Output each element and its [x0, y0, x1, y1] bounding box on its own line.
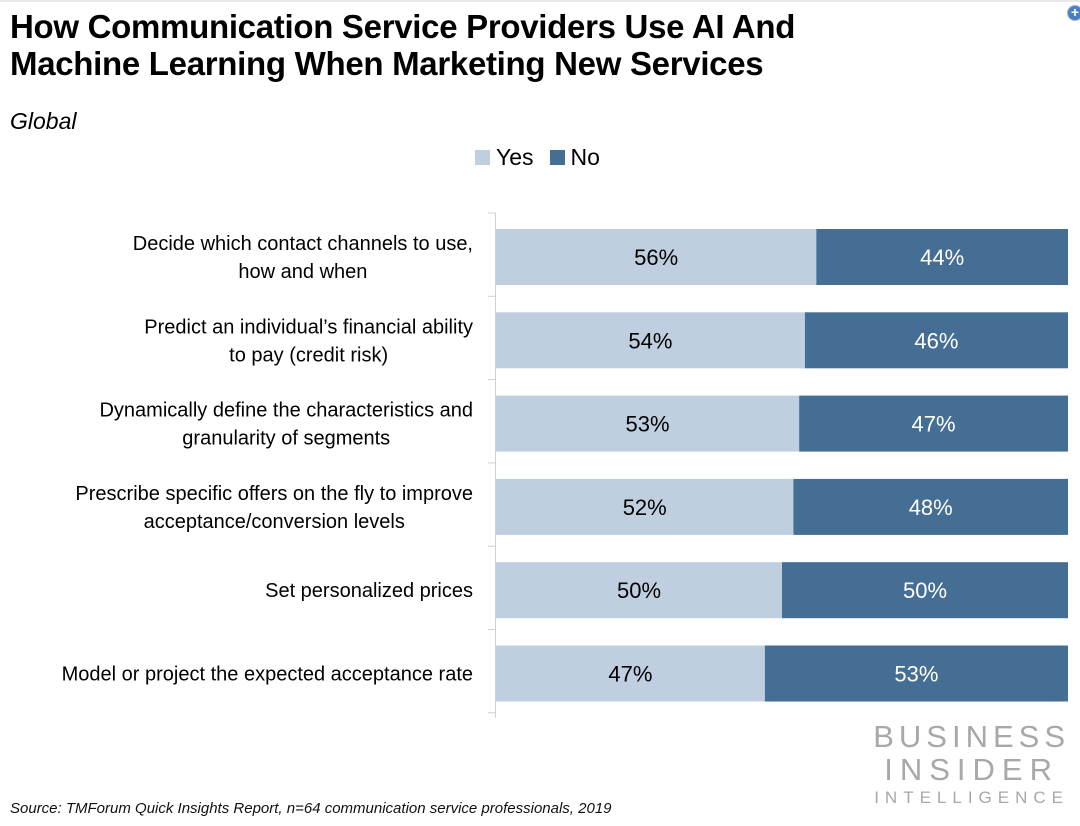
- category-label: Dynamically define the characteristics a…: [99, 400, 473, 450]
- category-label-line: how and when: [238, 261, 367, 283]
- source-note: Source: TMForum Quick Insights Report, n…: [10, 800, 612, 817]
- data-label-yes: 52%: [623, 495, 667, 520]
- legend-item-yes: Yes: [475, 144, 534, 171]
- category-label-line: Decide which contact channels to use,: [133, 233, 473, 255]
- category-label-line: acceptance/conversion levels: [144, 511, 405, 533]
- data-label-no: 44%: [920, 245, 964, 270]
- category-label-line: granularity of segments: [182, 428, 390, 450]
- category-label-line: Prescribe specific offers on the fly to …: [75, 483, 473, 505]
- data-label-no: 47%: [912, 412, 956, 437]
- category-label-line: Model or project the expected acceptance…: [62, 664, 473, 686]
- data-label-yes: 53%: [626, 412, 670, 437]
- bar-segment-yes: [496, 562, 782, 619]
- legend-item-no: No: [549, 144, 600, 171]
- bar-segment-no: [793, 478, 1068, 535]
- bar-segment-yes: [496, 478, 794, 535]
- logo-line-3: INTELLIGENCE: [874, 788, 1070, 807]
- logo-line-2: INSIDER: [884, 752, 1059, 787]
- legend: Yes No: [475, 144, 616, 171]
- category-label: Prescribe specific offers on the fly to …: [75, 483, 473, 533]
- bar-segment-yes: [496, 312, 805, 369]
- category-label-line: Set personalized prices: [265, 580, 473, 602]
- bar-segment-no: [764, 645, 1068, 702]
- legend-swatch-yes: [475, 150, 490, 165]
- data-label-no: 50%: [903, 578, 947, 603]
- category-label: Decide which contact channels to use, how…: [133, 233, 473, 283]
- category-label-line: Dynamically define the characteristics a…: [99, 400, 473, 422]
- top-border: [0, 0, 1080, 2]
- data-label-yes: 47%: [608, 662, 652, 687]
- logo-line-1: BUSINESS: [873, 719, 1070, 754]
- bar-chart: 56% 44% Decide which contact channels to u…: [62, 212, 1068, 718]
- title-line-2: Machine Learning When Marketing New Serv…: [10, 45, 764, 82]
- bar-segment-no: [782, 562, 1068, 619]
- legend-label-no: No: [570, 144, 600, 170]
- data-label-no: 46%: [914, 328, 958, 353]
- bar-segment-no: [816, 229, 1068, 285]
- chart-title: How Communication Service Providers Use …: [10, 8, 795, 82]
- chart-subtitle: Global: [10, 108, 77, 134]
- data-label-no: 53%: [894, 662, 938, 687]
- plus-circle-icon[interactable]: +: [1068, 5, 1080, 20]
- category-label: Model or project the expected acceptance…: [62, 664, 473, 686]
- data-label-yes: 54%: [628, 328, 672, 353]
- bar-segment-yes: [496, 229, 817, 285]
- category-label-line: Predict an individual’s financial abilit…: [144, 316, 473, 338]
- bar-segment-yes: [496, 395, 800, 452]
- category-label-line: to pay (credit risk): [229, 344, 388, 366]
- data-label-yes: 56%: [634, 245, 678, 270]
- bar-segment-no: [804, 312, 1068, 369]
- title-line-1: How Communication Service Providers Use …: [10, 8, 796, 45]
- legend-swatch-no: [549, 150, 565, 165]
- business-insider-intelligence-logo: BUSINESS INSIDER INTELLIGENCE: [873, 720, 1070, 810]
- category-label: Set personalized prices: [265, 580, 473, 602]
- bar-segment-no: [799, 395, 1068, 452]
- data-label-yes: 50%: [617, 578, 661, 603]
- data-label-no: 48%: [909, 495, 953, 520]
- legend-label-yes: Yes: [496, 144, 534, 170]
- category-label: Predict an individual’s financial abilit…: [144, 316, 473, 366]
- bar-segment-yes: [496, 645, 765, 702]
